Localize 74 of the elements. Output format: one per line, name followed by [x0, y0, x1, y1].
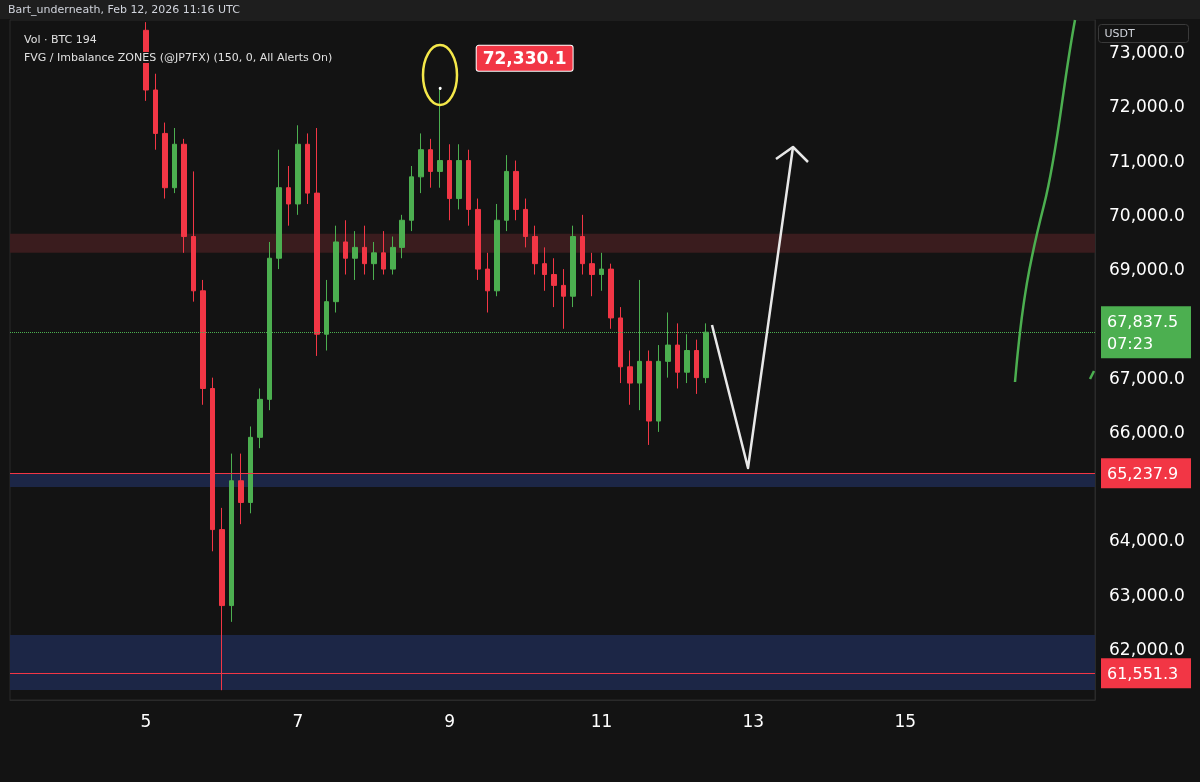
- candlestick: [200, 279, 206, 406]
- candlestick: [153, 73, 158, 151]
- candlestick: [399, 214, 405, 259]
- candlestick: [646, 350, 652, 446]
- ref-line-label: 67,837.5 07:23: [1107, 311, 1179, 353]
- candlestick: [561, 268, 566, 330]
- candlestick: [513, 160, 519, 221]
- annotation: 72,330.1: [482, 48, 567, 69]
- candlestick: [523, 198, 528, 248]
- x-tick-label: 5: [140, 710, 152, 731]
- y-tick-label: 64,000.0: [1109, 530, 1185, 551]
- y-tick-label: 73,000.0: [1109, 42, 1185, 63]
- ref-line-label: 65,237.9: [1107, 463, 1179, 483]
- y-tick-label: 70,000.0: [1109, 204, 1185, 225]
- candlestick: [371, 241, 377, 281]
- candlestick: [191, 170, 196, 303]
- x-tick-label: 11: [590, 710, 613, 731]
- candlestick: [475, 198, 481, 281]
- y-tick-label: 69,000.0: [1109, 259, 1185, 280]
- ref-line-label: 61,551.3: [1107, 663, 1179, 683]
- y-tick-label: 67,000.0: [1109, 367, 1185, 388]
- candlestick: [333, 225, 339, 314]
- candlestick: [229, 453, 234, 623]
- annotation: Vol · BTC 194: [24, 33, 97, 46]
- candlestick: [248, 425, 253, 514]
- candlestick: [570, 225, 576, 308]
- x-tick-label: 9: [444, 710, 456, 731]
- annotation: FVG / Imbalance ZONES (@JP7FX) (150, 0, All Alerts On): [24, 51, 333, 64]
- candlestick: [627, 350, 633, 406]
- text: Bart_underneath, Feb 12, 2026 11:16 UTC: [8, 3, 241, 16]
- candlestick: [456, 143, 462, 210]
- y-tick-label: 66,000.0: [1109, 421, 1185, 442]
- candlestick: [172, 127, 177, 194]
- candlestick: [618, 306, 623, 384]
- candlestick: [257, 387, 263, 449]
- candlestick: [352, 230, 358, 281]
- candlestick: [485, 252, 490, 314]
- candlestick: [694, 339, 699, 395]
- candlestick: [466, 149, 471, 227]
- y-axis-title: USDT: [1104, 26, 1135, 40]
- candlestick: [447, 143, 452, 221]
- candlestick: [589, 252, 595, 297]
- x-tick-label: 7: [292, 710, 304, 731]
- candlestick: [656, 344, 661, 433]
- candlestick: [162, 122, 168, 200]
- y-tick-label: 62,000.0: [1109, 638, 1185, 659]
- candlestick: [286, 165, 291, 227]
- y-tick-label: 71,000.0: [1109, 150, 1185, 171]
- y-tick-label: 63,000.0: [1109, 584, 1185, 605]
- candlestick: [599, 252, 604, 292]
- x-tick-label: 13: [742, 710, 765, 731]
- candlestick: [542, 246, 547, 292]
- candlestick: [428, 138, 433, 189]
- candlestick: [580, 214, 585, 276]
- candlestick: [343, 219, 348, 276]
- candlestick: [409, 165, 414, 232]
- candlestick: [532, 225, 538, 276]
- candlestick: [181, 138, 187, 254]
- candlestick: [504, 154, 509, 232]
- candlestick: [675, 322, 680, 389]
- candlestick: [362, 225, 367, 276]
- candlestick: [314, 127, 320, 357]
- candlestick: [390, 236, 396, 276]
- x-tick-label: 15: [894, 710, 917, 731]
- candlestick: [551, 257, 557, 308]
- candlestick: [305, 132, 310, 205]
- candlestick: [608, 263, 614, 330]
- candlestick: [437, 87, 443, 189]
- y-tick-label: 72,000.0: [1109, 96, 1185, 117]
- candlestick: [418, 132, 424, 194]
- candlestick: [295, 124, 301, 216]
- candlestick: [494, 203, 500, 297]
- candlestick: [276, 149, 282, 270]
- candlestick: [381, 230, 386, 276]
